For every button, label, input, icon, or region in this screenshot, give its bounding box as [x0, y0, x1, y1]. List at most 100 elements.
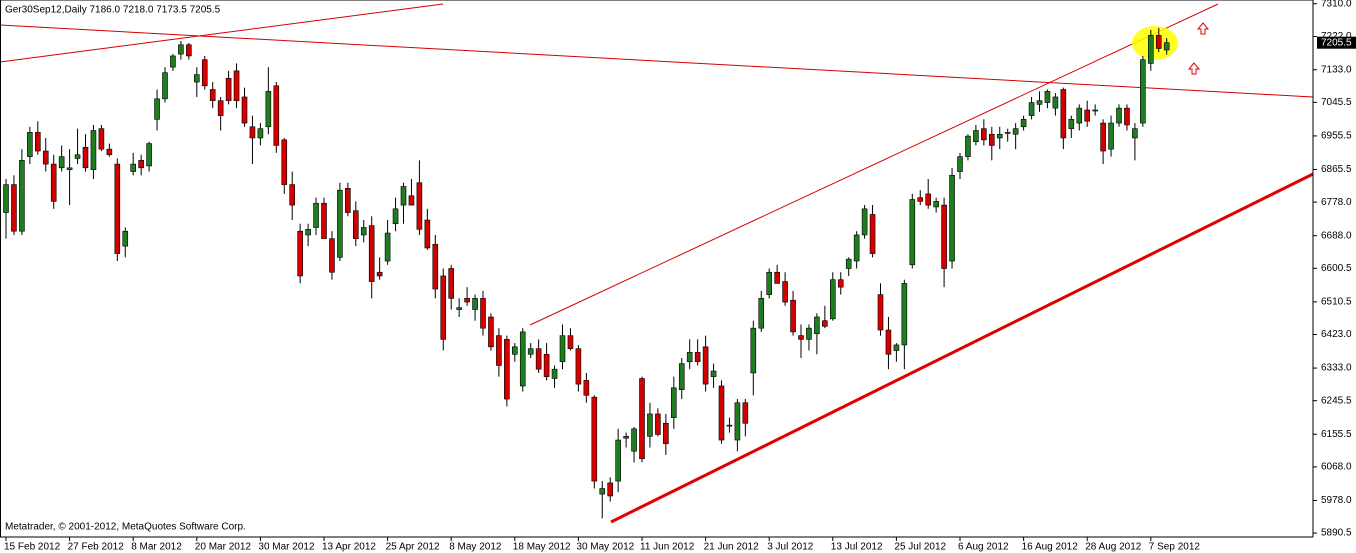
candle-body	[138, 160, 144, 169]
y-tick-label: 7310.0	[1321, 0, 1352, 9]
candle-body	[66, 167, 73, 170]
candle-body	[655, 413, 661, 435]
y-tick-label: 6778.0	[1321, 197, 1352, 208]
candle-body	[106, 148, 113, 156]
candle-body	[575, 348, 582, 385]
candle-body	[1068, 119, 1075, 129]
y-tick-label: 5978.0	[1321, 495, 1352, 506]
candle-body	[352, 210, 359, 239]
x-tick-label: 25 Jul 2012	[894, 542, 946, 553]
y-tick-label: 6245.5	[1321, 395, 1352, 406]
candle-body	[368, 225, 375, 282]
candle-body	[289, 184, 296, 206]
candle-body	[337, 189, 343, 258]
y-tick-label: 6510.5	[1321, 297, 1352, 308]
trend-line	[0, 3, 444, 63]
y-tick-label: 6068.0	[1321, 462, 1352, 473]
candle-body	[249, 126, 256, 139]
x-tick-label: 15 Feb 2012	[4, 542, 61, 553]
candle-body	[400, 186, 407, 206]
x-tick-label: 28 Aug 2012	[1085, 542, 1142, 553]
y-tick-label: 6333.0	[1321, 363, 1352, 374]
candle-body	[949, 174, 955, 262]
candle-body	[559, 335, 566, 363]
candle-body	[201, 59, 208, 87]
candle-body	[448, 268, 455, 299]
candle-body	[885, 329, 892, 355]
candle-body	[829, 279, 836, 320]
candle-body	[233, 70, 240, 101]
candle-body	[58, 156, 65, 169]
candle-body	[551, 368, 558, 379]
candle-body	[822, 320, 828, 327]
candle-body	[98, 128, 105, 150]
x-tick-label: 20 Mar 2012	[195, 542, 252, 553]
candle-body	[774, 271, 780, 284]
candle-body	[130, 163, 136, 172]
candle-body	[806, 327, 812, 340]
candle-body	[591, 396, 598, 482]
candle-body	[845, 258, 852, 269]
candle-body	[583, 380, 590, 396]
candle-body	[305, 229, 311, 236]
x-tick-label: 7 Sep 2012	[1149, 542, 1201, 553]
candle-body	[34, 132, 41, 152]
candle-body	[146, 143, 152, 167]
candle-body	[996, 133, 1003, 139]
candle-body	[313, 202, 319, 228]
candle-body	[607, 482, 614, 497]
candle-body	[1044, 91, 1051, 103]
candle-body	[567, 335, 574, 349]
candle-body	[273, 85, 280, 146]
candle-body	[647, 413, 653, 437]
candle-body	[511, 346, 518, 355]
candle-body	[432, 243, 439, 290]
candle-body	[1140, 59, 1146, 124]
y-tick-label: 7133.0	[1321, 64, 1352, 75]
candle-body	[1052, 96, 1059, 109]
candle-body	[472, 298, 478, 310]
candles	[3, 27, 1170, 519]
candle-body	[209, 89, 216, 101]
candle-body	[496, 335, 502, 366]
x-tick-label: 6 Aug 2012	[958, 542, 1009, 553]
candle-body	[877, 294, 884, 331]
candle-body	[726, 424, 733, 427]
candle-body	[1092, 109, 1098, 112]
candle-body	[50, 163, 57, 202]
candle-body	[1100, 122, 1106, 152]
candle-body	[345, 188, 351, 213]
candle-body	[178, 44, 184, 55]
candle-body	[702, 346, 709, 385]
candle-body	[798, 335, 804, 340]
candle-body	[1004, 132, 1011, 134]
candle-body	[981, 128, 987, 141]
candle-body	[74, 154, 81, 159]
x-tick-label: 13 Apr 2012	[322, 542, 376, 553]
candle-body	[973, 130, 979, 143]
arrow-icon	[1187, 62, 1201, 75]
candle-body	[837, 279, 844, 288]
x-tick-label: 30 Mar 2012	[258, 542, 315, 553]
candle-body	[543, 353, 550, 377]
price-tag	[1317, 36, 1356, 49]
candle-body	[893, 344, 900, 351]
y-tick-label: 6865.5	[1321, 164, 1352, 175]
x-tick-label: 8 May 2012	[449, 542, 502, 553]
candle-body	[750, 327, 757, 374]
candle-body	[639, 378, 645, 459]
candle-body	[416, 182, 423, 230]
candle-body	[1148, 35, 1154, 64]
y-tick-label: 5890.5	[1321, 528, 1352, 539]
candle-body	[392, 208, 399, 225]
candle-body	[1036, 100, 1043, 105]
candle-body	[519, 331, 526, 387]
candle-body	[965, 135, 971, 157]
candle-body	[1060, 89, 1067, 139]
candle-body	[440, 275, 447, 340]
candle-body	[535, 348, 542, 370]
candle-body	[758, 298, 765, 329]
candle-body	[1020, 119, 1027, 128]
